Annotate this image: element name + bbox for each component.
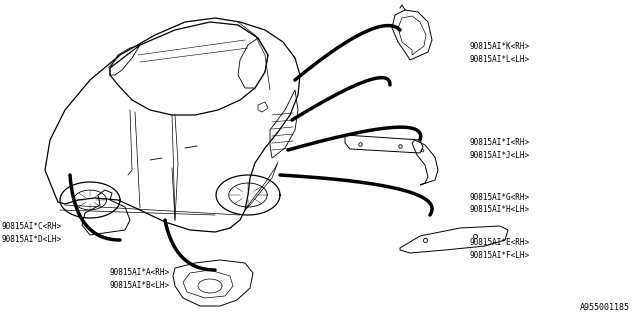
- Text: 90815AI*G<RH>
90815AI*H<LH>: 90815AI*G<RH> 90815AI*H<LH>: [470, 193, 530, 214]
- Text: 90815AI*K<RH>
90815AI*L<LH>: 90815AI*K<RH> 90815AI*L<LH>: [470, 42, 530, 63]
- Text: 90815AI*E<RH>
90815AI*F<LH>: 90815AI*E<RH> 90815AI*F<LH>: [470, 238, 530, 260]
- Text: 90815AI*A<RH>
90815AI*B<LH>: 90815AI*A<RH> 90815AI*B<LH>: [110, 268, 170, 290]
- Text: 90815AI*I<RH>
90815AI*J<LH>: 90815AI*I<RH> 90815AI*J<LH>: [470, 138, 530, 159]
- Text: 90815AI*C<RH>
90815AI*D<LH>: 90815AI*C<RH> 90815AI*D<LH>: [2, 222, 62, 244]
- Text: A955001185: A955001185: [580, 303, 630, 312]
